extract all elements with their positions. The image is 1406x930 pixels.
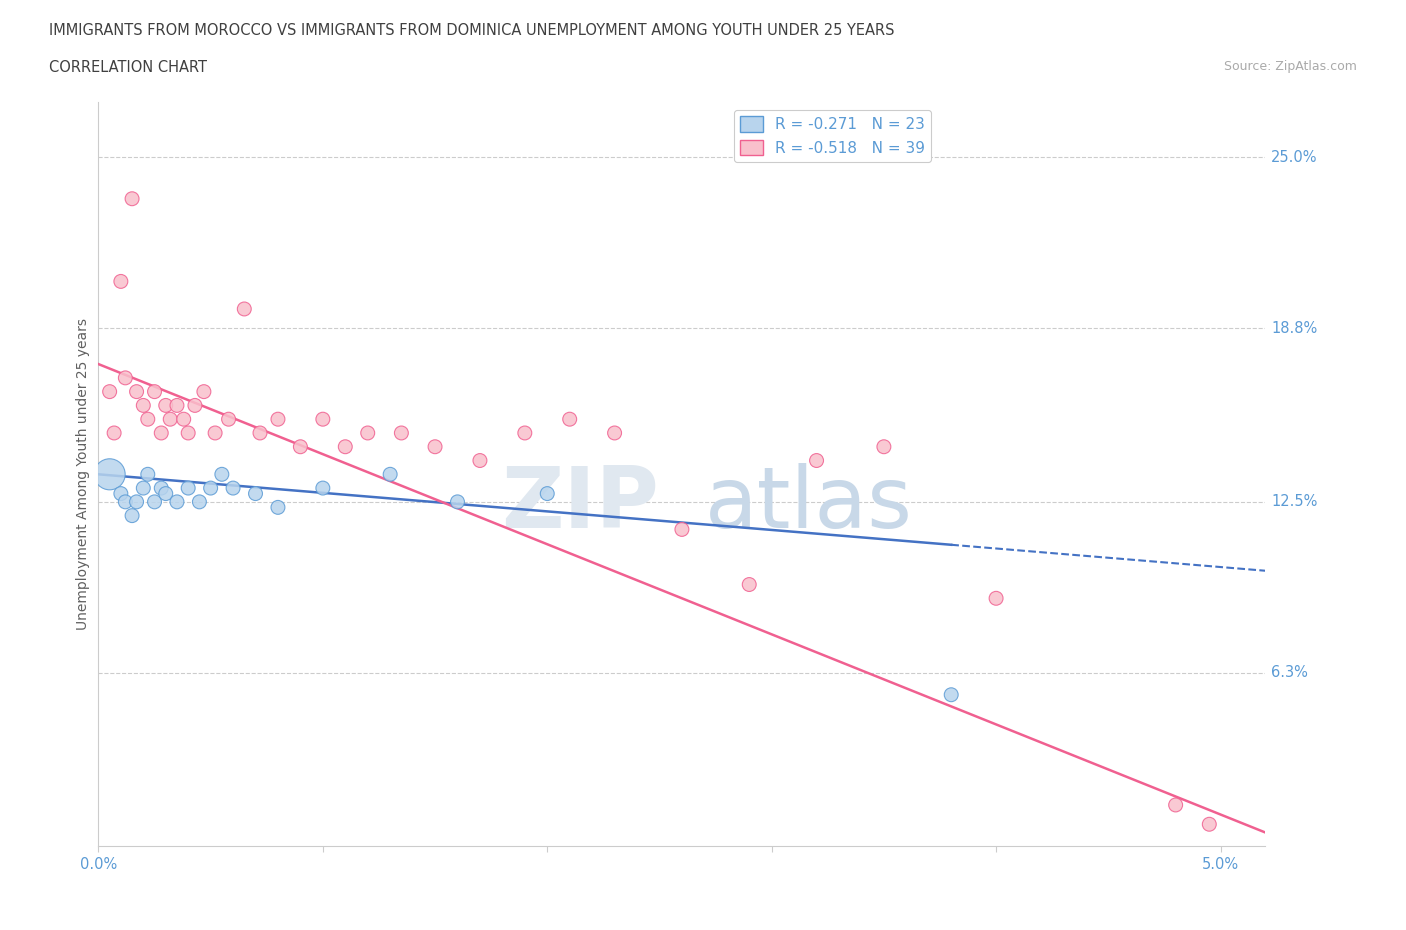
Point	[984, 591, 1007, 605]
Point	[121, 192, 143, 206]
Point	[423, 439, 446, 454]
Point	[114, 370, 136, 385]
Point	[193, 384, 215, 399]
Point	[671, 522, 693, 537]
Text: ZIP: ZIP	[501, 462, 658, 546]
Point	[1198, 817, 1220, 831]
Point	[132, 481, 155, 496]
Point	[184, 398, 207, 413]
Point	[806, 453, 828, 468]
Point	[218, 412, 240, 427]
Point	[150, 426, 173, 441]
Point	[513, 426, 536, 441]
Point	[873, 439, 896, 454]
Text: 25.0%: 25.0%	[1271, 150, 1317, 165]
Point	[249, 426, 271, 441]
Point	[143, 384, 166, 399]
Point	[446, 495, 468, 510]
Point	[110, 486, 132, 501]
Text: Source: ZipAtlas.com: Source: ZipAtlas.com	[1223, 60, 1357, 73]
Text: CORRELATION CHART: CORRELATION CHART	[49, 60, 207, 75]
Point	[159, 412, 181, 427]
Point	[98, 384, 121, 399]
Point	[312, 412, 335, 427]
Point	[738, 578, 761, 592]
Point	[136, 467, 159, 482]
Point	[941, 687, 963, 702]
Point	[290, 439, 312, 454]
Point	[312, 481, 335, 496]
Point	[136, 412, 159, 427]
Point	[357, 426, 380, 441]
Point	[114, 495, 136, 510]
Point	[132, 398, 155, 413]
Point	[603, 426, 626, 441]
Point	[378, 467, 402, 482]
Point	[143, 495, 166, 510]
Point	[267, 500, 290, 515]
Point	[245, 486, 267, 501]
Point	[125, 495, 148, 510]
Point	[110, 274, 132, 289]
Point	[125, 384, 148, 399]
Point	[204, 426, 226, 441]
Point	[166, 398, 188, 413]
Text: 12.5%: 12.5%	[1271, 495, 1317, 510]
Point	[150, 481, 173, 496]
Point	[233, 301, 256, 316]
Point	[188, 495, 211, 510]
Point	[166, 495, 188, 510]
Point	[536, 486, 558, 501]
Point	[103, 426, 125, 441]
Point	[222, 481, 245, 496]
Point	[1164, 798, 1187, 813]
Point	[121, 508, 143, 523]
Text: IMMIGRANTS FROM MOROCCO VS IMMIGRANTS FROM DOMINICA UNEMPLOYMENT AMONG YOUTH UND: IMMIGRANTS FROM MOROCCO VS IMMIGRANTS FR…	[49, 23, 894, 38]
Text: atlas: atlas	[706, 462, 914, 546]
Y-axis label: Unemployment Among Youth under 25 years: Unemployment Among Youth under 25 years	[76, 318, 90, 631]
Text: 6.3%: 6.3%	[1271, 665, 1308, 680]
Legend: R = -0.271   N = 23, R = -0.518   N = 39: R = -0.271 N = 23, R = -0.518 N = 39	[734, 110, 931, 162]
Point	[177, 481, 200, 496]
Point	[155, 398, 177, 413]
Point	[389, 426, 412, 441]
Point	[98, 467, 121, 482]
Point	[468, 453, 491, 468]
Point	[211, 467, 233, 482]
Point	[335, 439, 357, 454]
Point	[155, 486, 177, 501]
Point	[267, 412, 290, 427]
Point	[177, 426, 200, 441]
Point	[200, 481, 222, 496]
Text: 18.8%: 18.8%	[1271, 321, 1317, 336]
Point	[558, 412, 581, 427]
Point	[173, 412, 195, 427]
